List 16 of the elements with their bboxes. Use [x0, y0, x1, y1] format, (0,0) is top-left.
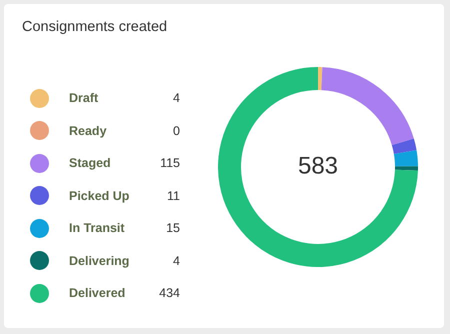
- chart-title: Consignments created: [22, 19, 168, 35]
- legend-label: Ready: [69, 124, 108, 138]
- text: 0: [173, 124, 180, 138]
- legend-label: Picked Up: [69, 188, 130, 203]
- legend-label: In Transit: [69, 221, 126, 236]
- text: 583: [298, 152, 338, 180]
- legend-label: Delivering: [69, 254, 130, 268]
- legend-label: Delivered: [69, 286, 126, 300]
- data-label: 115: [160, 156, 180, 170]
- legend-label: Staged: [69, 156, 112, 170]
- data-label: 4: [173, 254, 180, 268]
- data-label: 15: [166, 221, 180, 236]
- data-label: 434: [159, 286, 180, 300]
- data-label: 11: [167, 188, 180, 203]
- data-label: 4: [173, 91, 180, 106]
- legend-label: Draft: [69, 91, 100, 106]
